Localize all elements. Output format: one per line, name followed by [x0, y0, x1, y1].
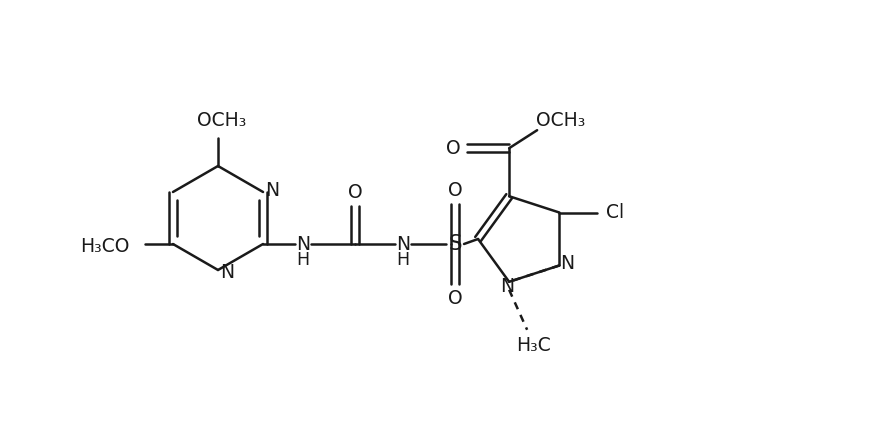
Text: N: N — [296, 234, 310, 254]
Text: O: O — [448, 289, 462, 307]
Text: OCH₃: OCH₃ — [197, 110, 246, 130]
Text: OCH₃: OCH₃ — [536, 111, 586, 130]
Text: N: N — [501, 277, 514, 296]
Text: O: O — [348, 183, 363, 201]
Text: H₃CO: H₃CO — [80, 237, 130, 255]
Text: N: N — [220, 262, 234, 282]
Text: N: N — [265, 180, 279, 199]
Text: Cl: Cl — [606, 203, 624, 222]
Text: H: H — [296, 251, 309, 269]
Text: S: S — [448, 234, 462, 254]
Text: N: N — [560, 254, 574, 273]
Text: H: H — [396, 251, 410, 269]
Text: O: O — [448, 180, 462, 199]
Text: O: O — [445, 139, 461, 158]
Text: N: N — [396, 234, 410, 254]
Text: H₃C: H₃C — [516, 336, 550, 355]
